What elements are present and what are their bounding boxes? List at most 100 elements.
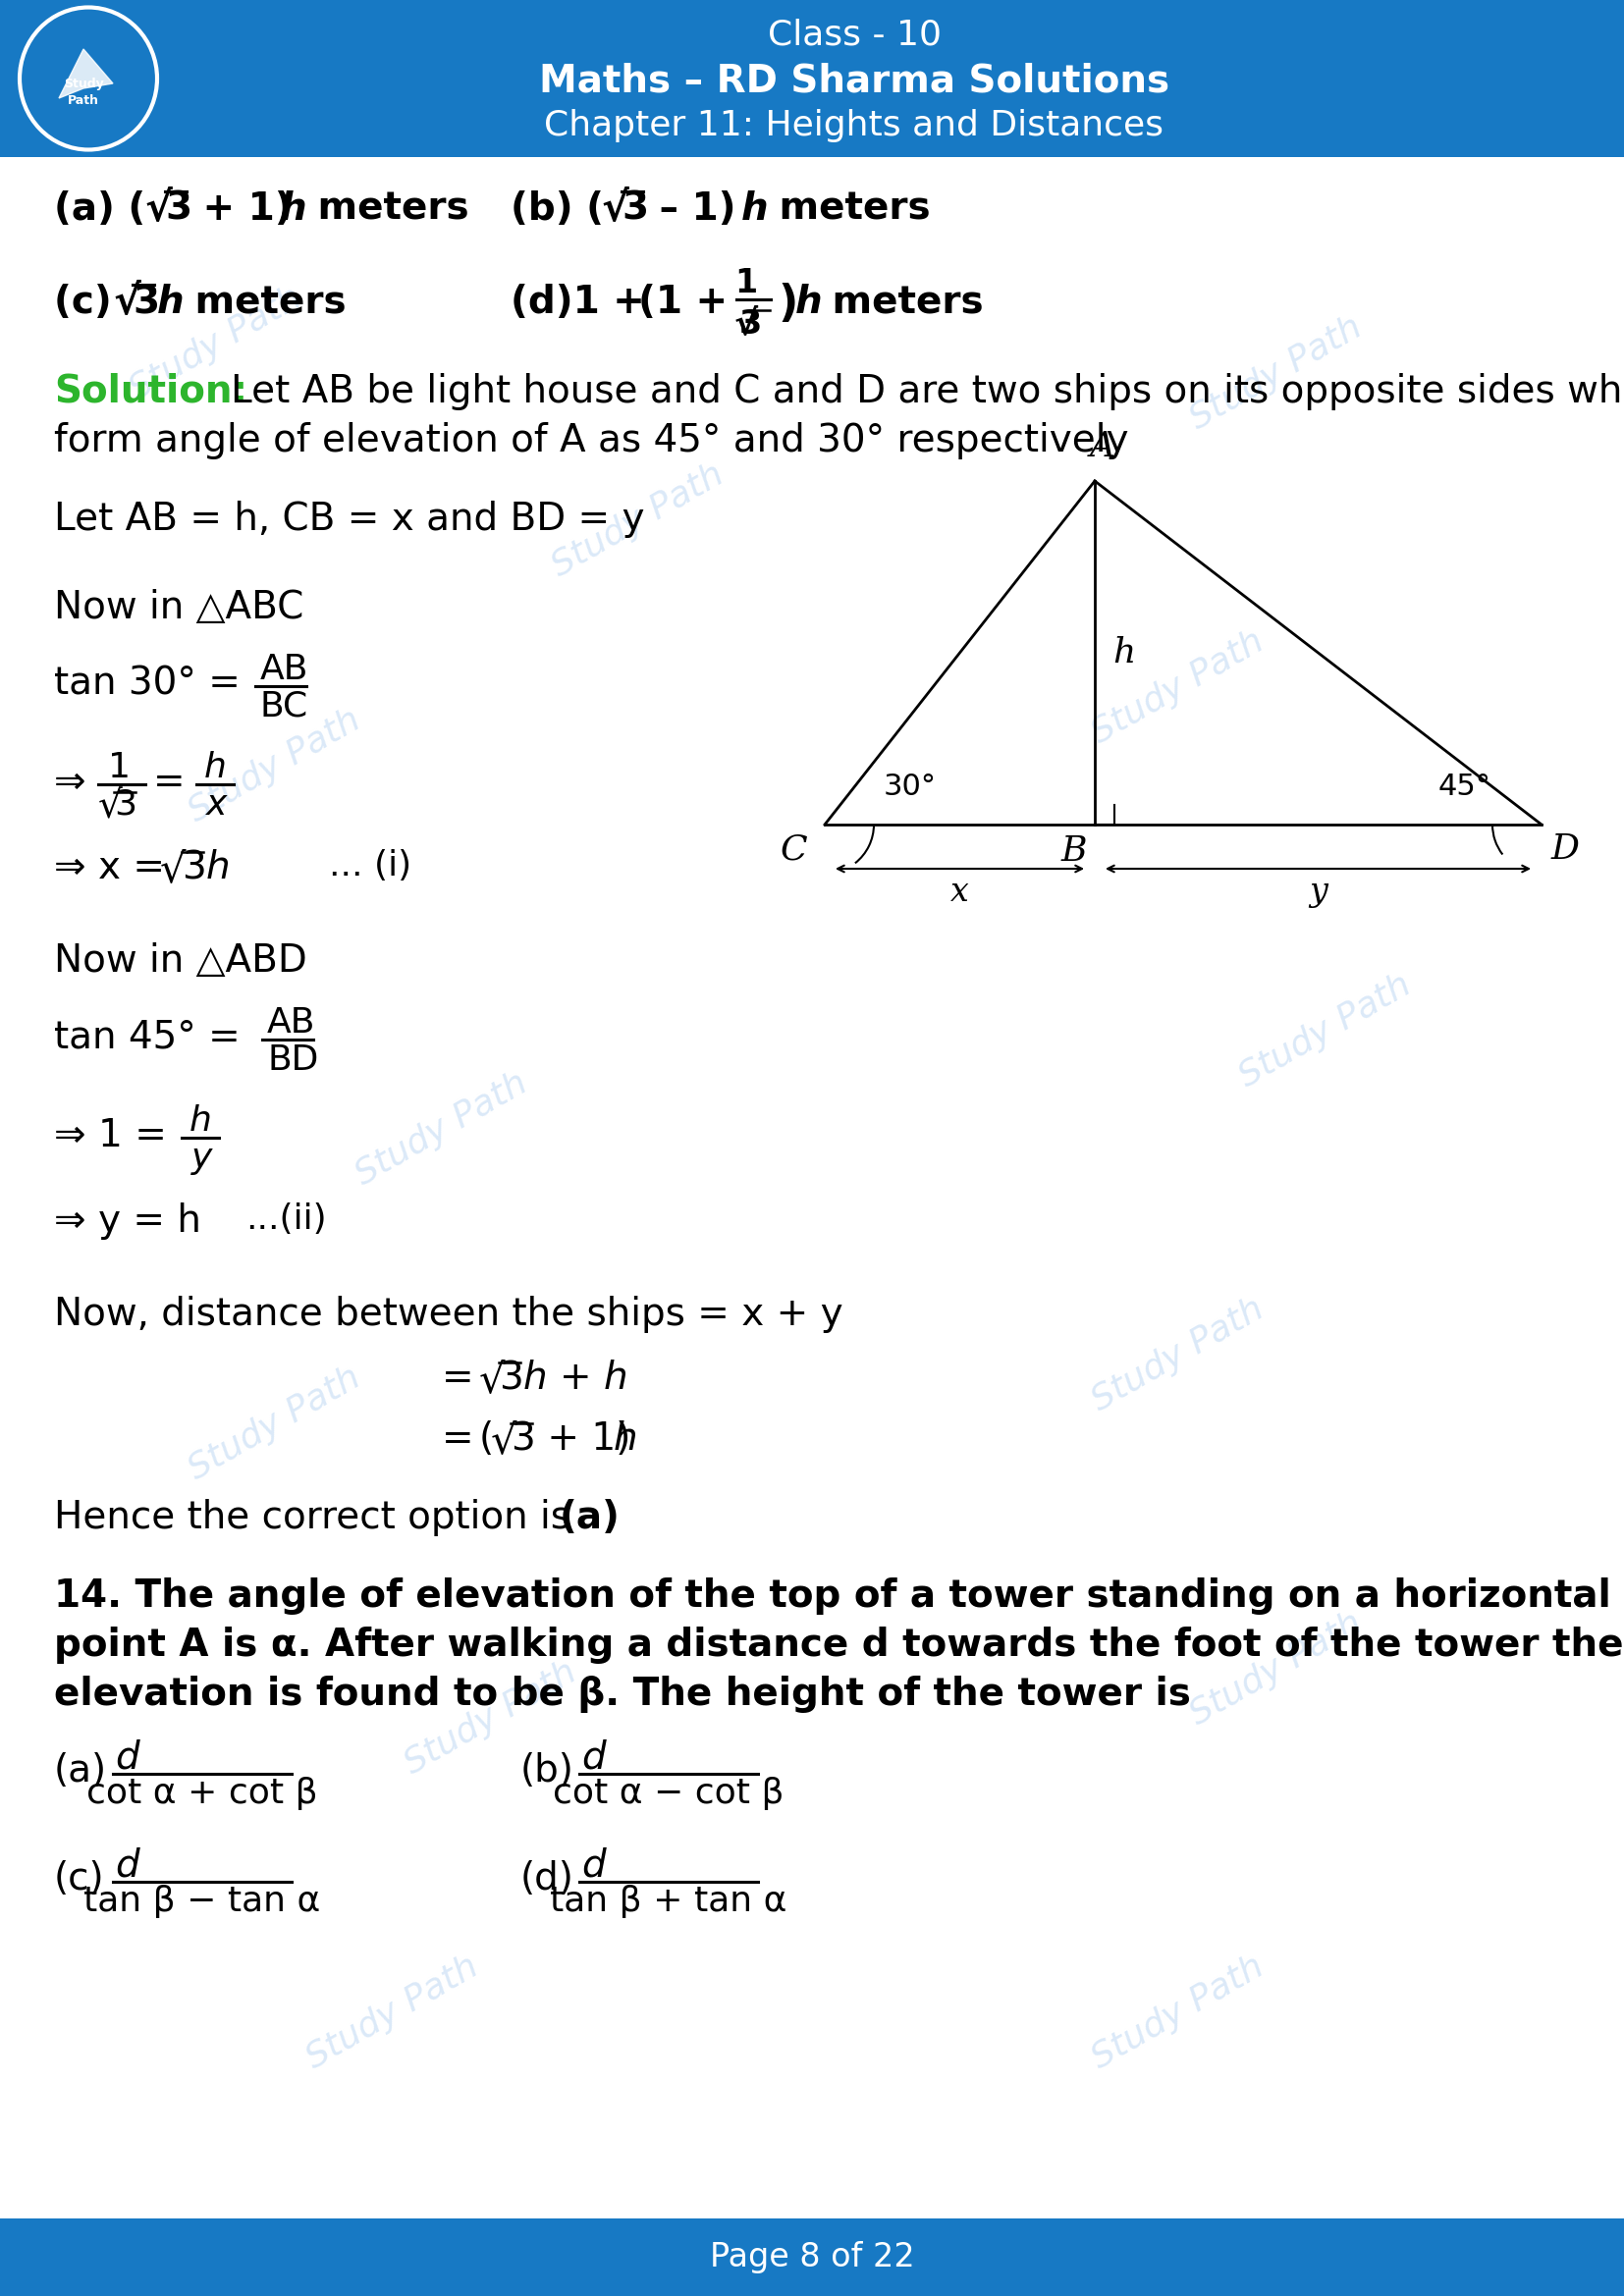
Text: √: √	[601, 188, 628, 230]
Text: h: h	[190, 1104, 213, 1139]
Text: AB: AB	[266, 1006, 315, 1040]
Text: Let AB = h, CB = x and BD = y: Let AB = h, CB = x and BD = y	[54, 501, 645, 537]
Text: h: h	[279, 191, 307, 227]
Polygon shape	[58, 48, 114, 99]
Text: (d): (d)	[520, 1860, 575, 1896]
Text: 3: 3	[182, 850, 206, 886]
Text: 1: 1	[109, 751, 130, 785]
Text: Maths – RD Sharma Solutions: Maths – RD Sharma Solutions	[539, 62, 1169, 99]
Text: (c): (c)	[54, 285, 125, 321]
Text: Study Path: Study Path	[1086, 1949, 1270, 2076]
Text: AB: AB	[260, 652, 309, 687]
Text: (d)1 +: (d)1 +	[510, 285, 658, 321]
Text: h: h	[614, 1421, 638, 1458]
Text: x: x	[950, 877, 970, 907]
Text: 3: 3	[114, 788, 136, 822]
Text: D: D	[1551, 833, 1580, 866]
Text: √: √	[145, 188, 172, 230]
Text: ...(ii): ...(ii)	[245, 1203, 326, 1235]
Text: Study Path: Study Path	[1086, 625, 1270, 751]
Text: √: √	[97, 788, 122, 827]
Text: elevation is found to be β. The height of the tower is: elevation is found to be β. The height o…	[54, 1676, 1190, 1713]
Text: BD: BD	[266, 1042, 318, 1077]
Text: d: d	[115, 1848, 140, 1885]
Text: tan 30° =: tan 30° =	[54, 666, 240, 703]
Text: Page 8 of 22: Page 8 of 22	[710, 2241, 914, 2273]
Text: d: d	[581, 1848, 606, 1885]
Text: meters: meters	[767, 191, 931, 227]
Text: =: =	[442, 1421, 474, 1458]
Text: Study Path: Study Path	[349, 1065, 534, 1192]
Text: ⇒ 1 =: ⇒ 1 =	[54, 1118, 167, 1155]
Text: tan β + tan α: tan β + tan α	[551, 1885, 788, 1917]
Bar	[0, 2218, 1624, 2296]
Text: h: h	[741, 191, 768, 227]
Text: 3: 3	[133, 285, 159, 321]
Text: Study Path: Study Path	[184, 1362, 367, 1486]
Text: ... (i): ... (i)	[330, 850, 411, 882]
Text: Let AB be light house and C and D are two ships on its opposite sides which: Let AB be light house and C and D are tw…	[231, 372, 1624, 411]
Text: cot α + cot β: cot α + cot β	[86, 1777, 318, 1809]
Text: + 1): + 1)	[536, 1421, 630, 1458]
Text: + 1): + 1)	[190, 191, 292, 227]
Text: Solution:: Solution:	[54, 372, 247, 411]
Text: (a): (a)	[560, 1499, 620, 1536]
Text: meters: meters	[182, 285, 346, 321]
Text: Now in △ABD: Now in △ABD	[54, 941, 307, 980]
Text: Study Path: Study Path	[400, 1655, 583, 1779]
Text: ): )	[778, 282, 797, 326]
Text: B: B	[1060, 833, 1086, 868]
Bar	[0, 0, 1624, 156]
Text: 3: 3	[510, 1421, 534, 1458]
Text: h: h	[205, 751, 227, 785]
Text: √: √	[161, 850, 187, 891]
Text: meters: meters	[304, 191, 469, 227]
Text: =: =	[442, 1359, 474, 1396]
Text: y: y	[192, 1141, 213, 1176]
Text: cot α − cot β: cot α − cot β	[554, 1777, 784, 1809]
Text: tan β − tan α: tan β − tan α	[84, 1885, 320, 1917]
Text: =: =	[153, 765, 185, 801]
Text: Study Path: Study Path	[184, 703, 367, 829]
Text: tan 45° =: tan 45° =	[54, 1019, 240, 1056]
Text: ⇒ y = h: ⇒ y = h	[54, 1203, 201, 1240]
Text: Chapter 11: Heights and Distances: Chapter 11: Heights and Distances	[544, 108, 1164, 142]
Text: 1: 1	[736, 266, 757, 298]
Text: 3: 3	[739, 308, 762, 340]
Text: √: √	[479, 1359, 505, 1401]
Text: Study Path: Study Path	[1184, 1607, 1369, 1731]
Text: (a): (a)	[54, 1752, 107, 1789]
Text: y: y	[1309, 877, 1327, 907]
Text: Study Path: Study Path	[1234, 969, 1418, 1093]
Text: √: √	[490, 1421, 516, 1463]
Text: Path: Path	[68, 94, 99, 106]
Ellipse shape	[19, 7, 158, 149]
Text: (c): (c)	[54, 1860, 104, 1896]
Text: Study Path: Study Path	[123, 280, 309, 406]
Text: (b) (: (b) (	[510, 191, 604, 227]
Text: 3: 3	[166, 191, 192, 227]
Text: h: h	[158, 285, 184, 321]
Text: 3: 3	[499, 1359, 523, 1396]
Text: h: h	[1112, 636, 1135, 670]
Text: h + h: h + h	[523, 1359, 628, 1396]
Text: C: C	[780, 833, 807, 866]
Text: h: h	[206, 850, 231, 886]
Text: Class - 10: Class - 10	[767, 18, 942, 51]
Text: (: (	[479, 1421, 494, 1458]
Text: Hence the correct option is: Hence the correct option is	[54, 1499, 570, 1536]
Text: Study Path: Study Path	[300, 1949, 484, 2076]
Text: x: x	[206, 788, 227, 822]
Text: d: d	[115, 1740, 140, 1777]
Text: BC: BC	[260, 691, 309, 723]
Text: d: d	[581, 1740, 606, 1777]
Text: form angle of elevation of A as 45° and 30° respectively: form angle of elevation of A as 45° and …	[54, 422, 1129, 459]
Text: Study Path: Study Path	[546, 457, 731, 583]
Text: √: √	[734, 308, 758, 340]
Text: meters: meters	[818, 285, 984, 321]
Text: (1 +: (1 +	[638, 285, 728, 321]
Text: h: h	[796, 285, 822, 321]
Text: 45°: 45°	[1439, 774, 1491, 801]
Text: 14. The angle of elevation of the top of a tower standing on a horizontal plane : 14. The angle of elevation of the top of…	[54, 1577, 1624, 1614]
Text: Study Path: Study Path	[1184, 310, 1369, 436]
